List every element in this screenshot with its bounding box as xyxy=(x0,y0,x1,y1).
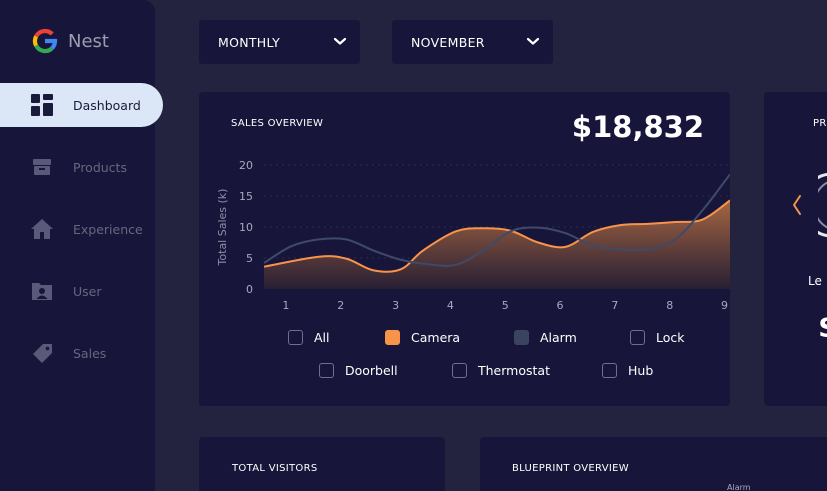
x-tick-label: 2 xyxy=(337,299,344,312)
checkbox xyxy=(288,330,303,345)
total-visitors-card: TOTAL VISITORS xyxy=(199,437,445,491)
legend-label: Doorbell xyxy=(345,363,398,378)
checkbox xyxy=(319,363,334,378)
y-tick-label: 5 xyxy=(246,252,253,265)
sidebar-item-user[interactable]: User xyxy=(0,269,163,313)
card-title: PR xyxy=(813,118,827,129)
chevron-down-icon xyxy=(526,37,540,45)
brand-name: Nest xyxy=(68,30,109,52)
checkbox xyxy=(630,330,645,345)
product-value: $ xyxy=(818,310,827,345)
card-title: BLUEPRINT OVERVIEW xyxy=(512,463,629,474)
sidebar-item-label: Sales xyxy=(73,345,107,361)
sidebar: Nest Dashboard Products Experience User xyxy=(0,0,163,491)
sales-total: $18,832 xyxy=(571,110,704,144)
x-tick-label: 1 xyxy=(282,299,289,312)
home-icon xyxy=(31,219,53,239)
checkbox xyxy=(514,330,529,345)
google-g-icon xyxy=(32,28,58,54)
sidebar-item-label: Experience xyxy=(73,221,143,237)
product-label: Le xyxy=(808,274,822,288)
month-dropdown[interactable]: NOVEMBER xyxy=(392,20,553,64)
month-dropdown-value: NOVEMBER xyxy=(411,34,485,50)
tag-icon xyxy=(33,344,52,363)
legend-camera-checkbox[interactable]: Camera xyxy=(385,330,460,345)
camera-area xyxy=(264,200,730,289)
y-tick-label: 15 xyxy=(239,190,253,203)
user-icon xyxy=(32,283,52,300)
blueprint-overview-card: BLUEPRINT OVERVIEW Alarm xyxy=(480,437,827,491)
card-title: TOTAL VISITORS xyxy=(232,463,318,474)
sidebar-item-label: Dashboard xyxy=(73,97,141,113)
x-tick-label: 5 xyxy=(502,299,509,312)
y-tick-label: 10 xyxy=(239,221,253,234)
sales-overview-card: SALES OVERVIEW $18,832 0 5 10 15 20 1 2 3 4 5 6 7 8 9… xyxy=(199,92,730,406)
checkbox xyxy=(452,363,467,378)
product-card: PR Le $ xyxy=(764,92,827,406)
x-tick-label: 7 xyxy=(611,299,618,312)
y-axis-label: Total Sales (k) xyxy=(216,189,229,267)
sidebar-item-dashboard[interactable]: Dashboard xyxy=(0,83,163,127)
sidebar-item-label: Products xyxy=(73,159,127,175)
y-tick-label: 20 xyxy=(239,159,253,172)
chevron-down-icon xyxy=(333,37,347,45)
x-tick-label: 8 xyxy=(666,299,673,312)
period-dropdown[interactable]: MONTHLY xyxy=(199,20,360,64)
legend-label: Lock xyxy=(656,330,685,345)
sidebar-item-products[interactable]: Products xyxy=(0,145,163,189)
legend-alarm-checkbox[interactable]: Alarm xyxy=(514,330,577,345)
legend-hub-checkbox[interactable]: Hub xyxy=(602,363,653,378)
sidebar-item-sales[interactable]: Sales xyxy=(0,331,163,375)
legend-thermostat-checkbox[interactable]: Thermostat xyxy=(452,363,550,378)
legend-all-checkbox[interactable]: All xyxy=(288,330,330,345)
legend-label: All xyxy=(314,330,330,345)
x-tick-label: 6 xyxy=(557,299,564,312)
checkbox xyxy=(385,330,400,345)
legend-doorbell-checkbox[interactable]: Doorbell xyxy=(319,363,398,378)
sales-chart: 0 5 10 15 20 1 2 3 4 5 6 7 8 9 Total Sales (k) xyxy=(216,159,730,312)
sidebar-item-experience[interactable]: Experience xyxy=(0,207,163,251)
dashboard-icon xyxy=(31,94,53,116)
x-tick-label: 3 xyxy=(392,299,399,312)
legend-lock-checkbox[interactable]: Lock xyxy=(630,330,685,345)
alarm-series-line xyxy=(263,173,730,267)
period-dropdown-value: MONTHLY xyxy=(218,34,281,50)
product-image xyxy=(818,172,827,238)
legend-label: Alarm xyxy=(540,330,577,345)
brand-logo[interactable]: Nest xyxy=(32,28,109,54)
checkbox xyxy=(602,363,617,378)
y-tick-label: 0 xyxy=(246,283,253,296)
chevron-left-icon[interactable] xyxy=(791,194,803,216)
legend-label: Hub xyxy=(628,363,654,378)
products-icon xyxy=(33,159,51,175)
legend-label: Thermostat xyxy=(478,363,550,378)
sidebar-item-label: User xyxy=(73,283,102,299)
x-tick-label: 4 xyxy=(447,299,454,312)
card-title: SALES OVERVIEW xyxy=(231,118,324,129)
x-tick-label: 9 xyxy=(721,299,728,312)
legend-label: Camera xyxy=(411,330,461,345)
blueprint-alarm-label: Alarm xyxy=(727,483,751,491)
